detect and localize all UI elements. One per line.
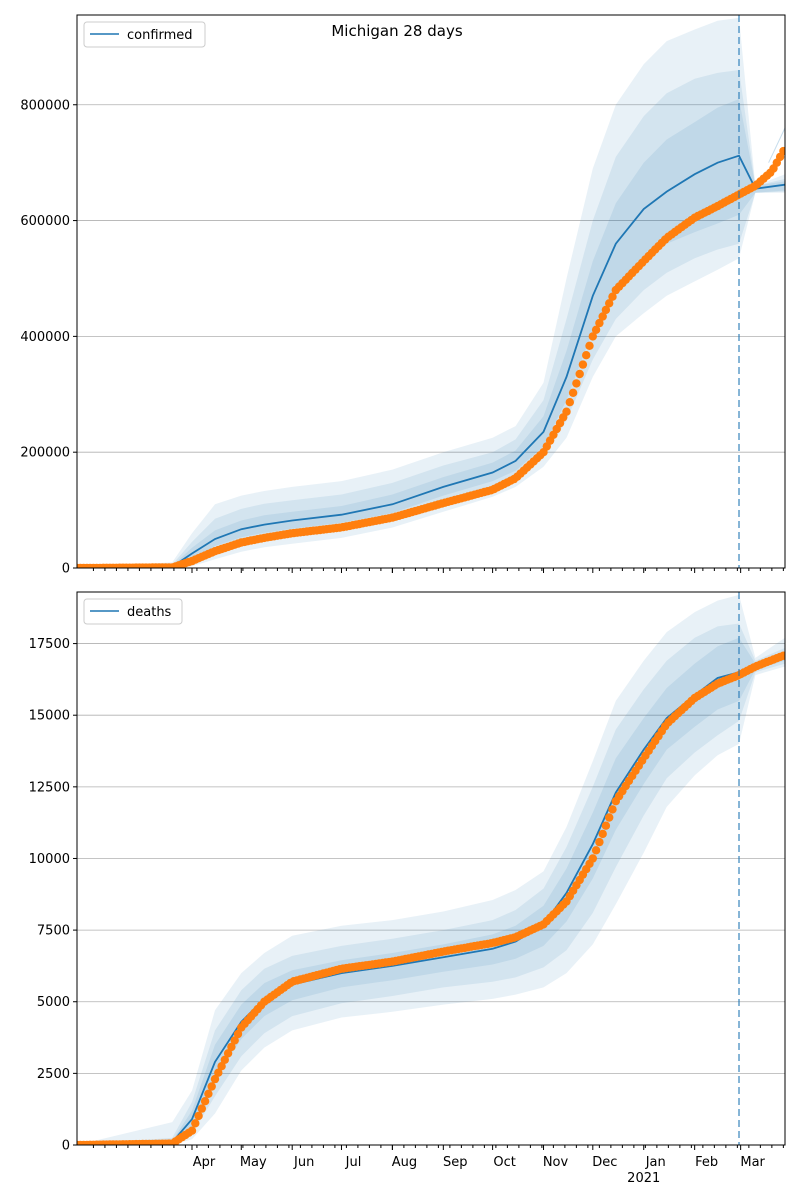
confirmed-observed-point <box>605 299 614 308</box>
confirmed-observed-point <box>779 146 785 156</box>
deaths-observed-point <box>601 821 611 830</box>
confirmed-observed-point <box>562 407 571 416</box>
confirmed-legend-box <box>83 21 206 48</box>
confirmed-gridlines <box>77 104 785 453</box>
confirmed-legend-label: confirmed <box>127 28 193 43</box>
deaths-observed-points <box>77 651 785 1145</box>
confirmed-legend: confirmed <box>83 21 206 48</box>
figure-title: Michigan 28 days <box>331 22 462 40</box>
deaths-y-tick-label: 17500 <box>29 637 70 652</box>
deaths-panel: 0 2500 5000 7500 10000 12500 15000 17500 Apr May… <box>29 591 786 1186</box>
deaths-y-tick-label: 12500 <box>29 780 70 795</box>
confirmed-observed-point <box>585 341 594 350</box>
x-tick-label-mar: Mar <box>740 1155 765 1170</box>
deaths-legend-label: deaths <box>127 605 172 620</box>
confirmed-model-path <box>77 154 785 568</box>
deaths-observed-point <box>230 1036 239 1045</box>
confirmed-uncertainty-bands <box>77 17 785 568</box>
confirmed-y-tick-label: 400000 <box>20 330 70 345</box>
deaths-observed-point <box>220 1055 229 1065</box>
deaths-observed-point <box>187 1126 197 1135</box>
x-tick-label-apr: Apr <box>193 1155 216 1170</box>
deaths-x-axis: Apr May Jun Jul Aug Sep Oct Nov Dec Jan Feb Mar 2021 <box>92 1145 784 1186</box>
deaths-observed-point <box>204 1089 213 1099</box>
x-tick-label-nov: Nov <box>543 1155 569 1170</box>
confirmed-observed-point <box>572 379 581 388</box>
deaths-uncertainty-bands <box>77 594 785 1145</box>
deaths-y-tick-label: 5000 <box>37 995 70 1010</box>
deaths-observed-point <box>191 1119 200 1128</box>
x-tick-label-feb: Feb <box>695 1155 718 1170</box>
x-tick-label-jul: Jul <box>345 1155 362 1170</box>
confirmed-observed-point <box>575 369 584 379</box>
deaths-observed-point <box>200 1097 210 1106</box>
deaths-observed-point <box>605 813 614 822</box>
confirmed-band-1 <box>77 17 785 568</box>
deaths-axes-frame <box>76 591 786 1146</box>
confirmed-y-axis: 0 200000 400000 600000 800000 <box>20 98 77 577</box>
deaths-y-tick-label: 0 <box>62 1139 70 1154</box>
x-tick-label-aug: Aug <box>392 1155 417 1170</box>
confirmed-y-tick-label: 600000 <box>20 214 70 229</box>
deaths-observed-point <box>227 1042 236 1052</box>
deaths-observed-point <box>223 1049 233 1058</box>
deaths-observed-point <box>217 1062 226 1071</box>
confirmed-observed-point <box>601 305 611 315</box>
x-tick-label-may: May <box>240 1155 267 1170</box>
confirmed-observed-point <box>608 292 617 301</box>
deaths-observed-point <box>210 1074 220 1084</box>
deaths-observed-point <box>194 1111 203 1121</box>
deaths-observed-point <box>595 837 604 847</box>
confirmed-observed-point <box>565 398 574 407</box>
confirmed-observed-point <box>588 332 597 341</box>
deaths-y-tick-label: 15000 <box>29 709 70 724</box>
confirmed-observed-point <box>578 360 588 369</box>
confirmed-model-line <box>77 127 785 568</box>
x-tick-label-dec: Dec <box>592 1155 617 1170</box>
deaths-gridlines <box>77 643 785 1074</box>
confirmed-observed-point <box>568 388 578 397</box>
deaths-observed-point <box>588 854 597 863</box>
confirmed-band-2 <box>77 70 785 568</box>
confirmed-observed-point <box>591 325 601 334</box>
deaths-legend: deaths <box>83 598 183 625</box>
deaths-legend-box <box>83 598 183 625</box>
x-tick-label-oct: Oct <box>493 1155 515 1170</box>
deaths-observed-point <box>214 1068 223 1077</box>
confirmed-band-3 <box>77 99 785 568</box>
confirmed-y-tick-label: 200000 <box>20 446 70 461</box>
deaths-observed-point <box>197 1104 206 1113</box>
confirmed-observed-point <box>595 318 604 328</box>
deaths-observed-point <box>598 829 607 839</box>
deaths-observed-point <box>591 846 601 855</box>
deaths-y-tick-label: 2500 <box>37 1067 70 1082</box>
x-tick-label-sep: Sep <box>443 1155 468 1170</box>
confirmed-axes-frame <box>76 14 786 569</box>
confirmed-panel: 0 200000 400000 600000 800000 confirmed <box>20 14 786 577</box>
confirmed-x-axis <box>92 568 784 573</box>
deaths-observed-point <box>608 805 617 814</box>
confirmed-model-extension-path <box>768 127 785 163</box>
deaths-y-axis: 0 2500 5000 7500 10000 12500 15000 17500 <box>29 637 77 1154</box>
x-tick-label-jan: Jan <box>645 1155 666 1170</box>
x-tick-label-jun: Jun <box>293 1155 314 1170</box>
deaths-y-tick-label: 7500 <box>37 924 70 939</box>
confirmed-observed-point <box>598 312 607 321</box>
x-year-label: 2021 <box>627 1171 660 1186</box>
deaths-observed-point <box>207 1082 216 1091</box>
deaths-y-tick-label: 10000 <box>29 852 70 867</box>
confirmed-observed-point <box>582 351 591 360</box>
confirmed-y-tick-label: 800000 <box>20 98 70 113</box>
confirmed-observed-points <box>77 146 785 568</box>
deaths-observed-point <box>779 651 785 660</box>
confirmed-y-tick-label: 0 <box>62 562 70 577</box>
deaths-observed-point <box>233 1029 243 1039</box>
